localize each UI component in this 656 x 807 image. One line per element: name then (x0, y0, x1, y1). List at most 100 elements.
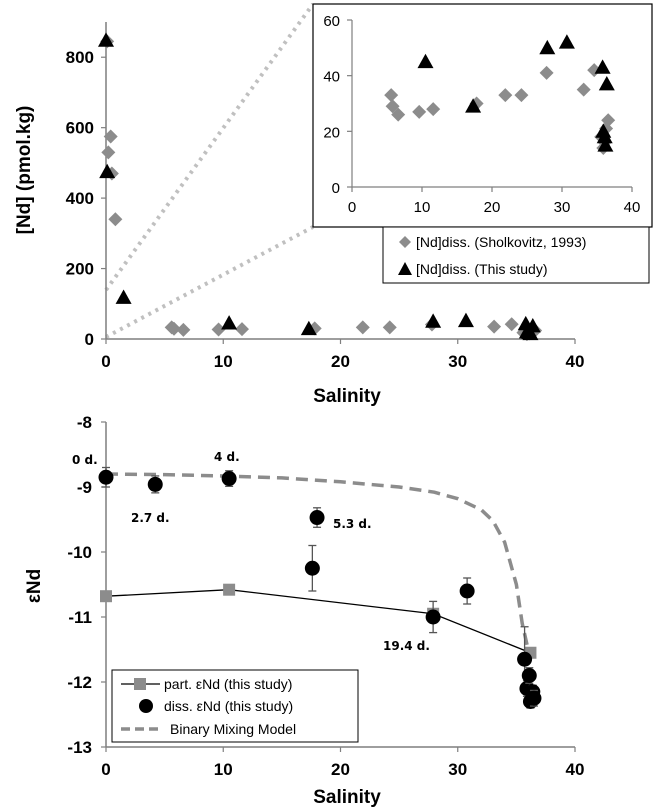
inset-sholkovitz-point (498, 88, 513, 103)
bottom-x-axis-title: Salinity (313, 787, 381, 807)
inset-y-tick-label: 40 (323, 69, 340, 86)
bottom-legend-label-1: part. εNd (this study) (164, 676, 292, 692)
top-y-axis-title: [Nd] (pmol.kg) (14, 106, 35, 235)
bottom-x-tick-label: 40 (566, 760, 585, 779)
bottom-x-tick-label: 0 (101, 760, 110, 779)
this-study-point (221, 315, 238, 330)
top-series-marks (98, 32, 543, 342)
inset-chart: 0 10 20 30 40 0 20 40 60 (312, 3, 653, 228)
this-study-point (115, 289, 132, 304)
sholkovitz-point (101, 145, 116, 160)
this-study-point (425, 313, 442, 328)
diss-end-point (98, 469, 114, 485)
top-x-tick-label: 10 (214, 352, 233, 371)
inset-x-tick-label: 10 (414, 199, 431, 216)
inset-x-tick-label: 30 (554, 199, 571, 216)
inset-sholkovitz-point (384, 88, 399, 103)
inset-x-tick-label: 20 (484, 199, 501, 216)
diss-end-point (521, 668, 537, 683)
bottom-y-tick-label: -12 (67, 673, 92, 692)
diss-end-point (425, 609, 441, 625)
top-y-tick-label: 200 (66, 260, 94, 279)
inset-sholkovitz-point (539, 65, 554, 80)
this-study-point (522, 325, 539, 341)
inset-sholkovitz-point (576, 82, 591, 97)
inset-this-study-point (558, 34, 575, 49)
legend-diamond-marker (399, 236, 411, 248)
bottom-legend-label-3: Binary Mixing Model (170, 721, 296, 737)
sholkovitz-point (382, 320, 397, 335)
annotation-0d: 0 d. (72, 453, 98, 467)
zoom-connector-lines (104, 2, 315, 339)
top-x-tick-label: 0 (101, 352, 110, 371)
inset-this-study-point (598, 76, 615, 91)
bottom-y-tick-label: -11 (68, 608, 92, 627)
top-y-tick-label: 600 (66, 119, 94, 138)
sholkovitz-point (487, 319, 502, 334)
this-study-point (98, 32, 114, 47)
sholkovitz-point (176, 322, 191, 337)
top-x-axis-title: Salinity (313, 386, 381, 407)
inset-this-study-point (539, 39, 556, 55)
top-x-tick-label: 20 (331, 352, 350, 371)
legend-triangle-marker (398, 262, 412, 275)
zoom-line-upper (104, 2, 315, 292)
sholkovitz-point (108, 212, 123, 227)
legend-square-marker (134, 678, 146, 690)
annotation-5-3d: 5.3 d. (333, 517, 372, 531)
this-study-point (300, 320, 317, 336)
inset-sholkovitz-point (426, 102, 441, 117)
bottom-series-marks (98, 466, 542, 709)
sholkovitz-point (355, 320, 370, 335)
diss-end-point (304, 560, 320, 576)
inset-y-tick-label: 0 (332, 180, 340, 197)
sholkovitz-point (504, 317, 519, 332)
binary-mixing-model-line (105, 472, 530, 650)
bottom-x-tick-label: 30 (448, 760, 467, 779)
inset-series-marks (384, 34, 616, 156)
sholkovitz-point (235, 322, 250, 337)
inset-sholkovitz-point (391, 107, 406, 122)
top-legend: [Nd]diss. (Sholkovitz, 1993) [Nd]diss. (… (382, 226, 650, 284)
inset-sholkovitz-point (412, 104, 427, 119)
diss-end-point (147, 476, 163, 492)
diss-end-point (309, 510, 325, 526)
top-legend-label-1: [Nd]diss. (Sholkovitz, 1993) (416, 234, 586, 250)
annotation-4d: 4 d. (214, 450, 240, 464)
top-y-tick-label: 400 (66, 189, 94, 208)
bottom-y-tick-label: -13 (67, 738, 92, 757)
inset-this-study-point (594, 59, 611, 74)
bottom-y-tick-label: -9 (77, 478, 92, 497)
inset-x-tick-label: 40 (624, 199, 641, 216)
diss-end-point (459, 583, 475, 599)
part-end-point (100, 590, 112, 603)
top-x-tick-label: 30 (448, 352, 467, 371)
inset-this-study-point (465, 98, 482, 113)
inset-sholkovitz-point (601, 113, 616, 128)
bottom-legend-label-2: diss. εNd (this study) (164, 698, 293, 714)
inset-frame (312, 3, 653, 228)
inset-this-study-point (596, 128, 613, 144)
inset-axis-ticks: 0 10 20 30 40 0 20 40 60 (323, 13, 640, 216)
bottom-x-tick-label: 10 (214, 760, 233, 779)
inset-this-study-point (597, 137, 614, 152)
bottom-chart: 0 10 20 30 40 -8 -9 -10 -11 -12 -13 0 d. 4 d. 2.7 … (24, 413, 584, 807)
inset-y-tick-label: 60 (323, 13, 340, 30)
top-x-tick-label: 40 (566, 352, 585, 371)
annotation-19-4d: 19.4 d. (383, 639, 430, 653)
zoom-line-lower (105, 225, 314, 339)
inset-sholkovitz-point (514, 88, 529, 103)
sholkovitz-point (211, 322, 226, 337)
bottom-legend: part. εNd (this study) diss. εNd (this s… (111, 669, 359, 743)
bottom-y-axis-title: εNd (24, 569, 45, 603)
bottom-x-tick-label: 20 (331, 760, 350, 779)
sholkovitz-point (103, 129, 118, 144)
annotation-2-7d: 2.7 d. (131, 511, 170, 525)
top-y-tick-label: 0 (85, 330, 94, 349)
this-study-point (99, 163, 116, 179)
top-legend-label-2: [Nd]diss. (This study) (416, 261, 547, 277)
sholkovitz-point (167, 321, 182, 336)
